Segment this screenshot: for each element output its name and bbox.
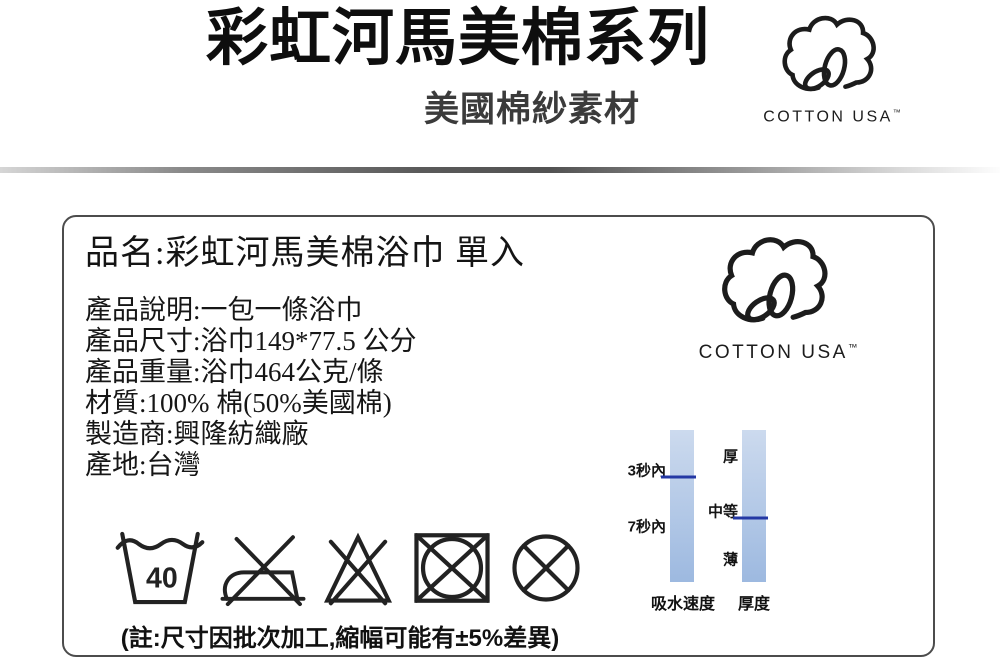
cotton-usa-logo-box: COTTON USA™ bbox=[692, 233, 864, 364]
do-not-iron-icon bbox=[220, 535, 306, 607]
chart-bar bbox=[661, 430, 696, 582]
chart-axis-label: 厚度 bbox=[737, 596, 770, 613]
product-name: 品名:彩虹河馬美棉浴巾 單入 bbox=[85, 235, 525, 272]
detail-manufacturer: 製造商:興隆紡織廠 bbox=[85, 419, 309, 449]
scale-label: 7秒內 bbox=[627, 518, 666, 536]
detail-size: 產品尺寸:浴巾149*77.5 公分 bbox=[85, 326, 417, 356]
do-not-dry-clean-icon bbox=[512, 534, 580, 602]
cotton-usa-wordmark: COTTON USA™ bbox=[698, 342, 858, 363]
rating-chart: 3秒內 7秒內 吸水速度 厚中等薄 厚度 bbox=[614, 430, 829, 620]
chart-scale-labels: 厚中等薄 bbox=[704, 430, 740, 582]
do-not-bleach-icon bbox=[323, 532, 393, 606]
note: (註:尺寸因批次加工,縮幅可能有±5%差異) bbox=[120, 625, 560, 652]
do-not-tumble-dry-icon bbox=[414, 533, 490, 603]
page-subtitle: 美國棉紗素材 bbox=[424, 90, 641, 129]
cotton-boll-icon bbox=[722, 237, 828, 323]
scale-label: 厚 bbox=[722, 448, 738, 466]
scale-label: 中等 bbox=[707, 503, 738, 521]
product-info-box: 品名:彩虹河馬美棉浴巾 單入 產品說明:一包一條浴巾 產品尺寸:浴巾149*77… bbox=[62, 215, 935, 657]
machine-wash-40-icon: 40 bbox=[115, 531, 205, 605]
cotton-boll-icon bbox=[782, 15, 876, 92]
chart-bar bbox=[733, 430, 768, 582]
section-divider bbox=[0, 167, 1000, 173]
care-symbols-row: 40 bbox=[114, 527, 584, 609]
detail-weight: 產品重量:浴巾464公克/條 bbox=[85, 357, 384, 387]
detail-description: 產品說明:一包一條浴巾 bbox=[85, 295, 363, 325]
cotton-usa-logo-header: COTTON USA™ bbox=[752, 12, 912, 126]
svg-text:40: 40 bbox=[146, 562, 178, 594]
trademark-symbol: ™ bbox=[892, 108, 901, 117]
scale-label: 3秒內 bbox=[627, 462, 666, 480]
chart-marker bbox=[661, 475, 696, 479]
cotton-usa-wordmark: COTTON USA™ bbox=[763, 108, 901, 126]
product-details: 產品說明:一包一條浴巾 產品尺寸:浴巾149*77.5 公分 產品重量:浴巾46… bbox=[85, 295, 417, 481]
chart-bar-thickness: 厚中等薄 厚度 bbox=[704, 430, 770, 613]
scale-label: 薄 bbox=[722, 551, 738, 569]
chart-scale-labels: 3秒內 7秒內 bbox=[622, 430, 668, 582]
chart-axis-label: 吸水速度 bbox=[650, 596, 715, 613]
detail-origin: 產地:台灣 bbox=[85, 450, 201, 480]
detail-material: 材質:100% 棉(50%美國棉) bbox=[85, 388, 392, 418]
chart-bar-absorption-speed: 3秒內 7秒內 吸水速度 bbox=[622, 430, 715, 613]
trademark-symbol: ™ bbox=[847, 342, 858, 354]
page-title: 彩虹河馬美棉系列 bbox=[206, 4, 711, 73]
chart-marker bbox=[733, 516, 768, 520]
